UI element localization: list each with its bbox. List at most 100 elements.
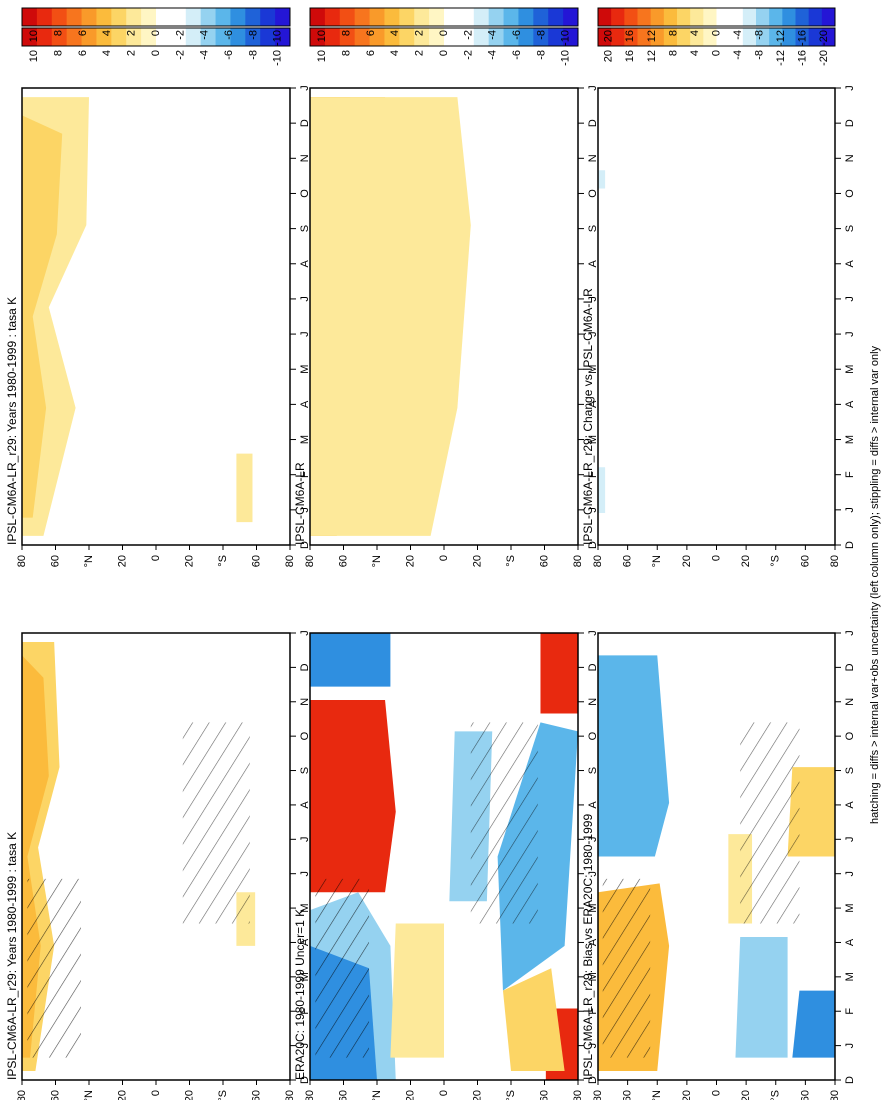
x-tick-label: M: [587, 903, 599, 912]
colorbar-swatch: [22, 8, 38, 26]
colorbar-swatch: [339, 28, 356, 46]
colorbar-swatch: [650, 8, 665, 26]
x-tick-label: M: [299, 972, 311, 981]
y-tick-label: 0: [710, 555, 722, 561]
colorbar-swatch: [170, 28, 187, 46]
x-tick-label: M: [587, 365, 599, 374]
colorbar-swatch: [756, 28, 770, 46]
colorbar-swatch: [716, 8, 731, 26]
y-tick-label: 20: [404, 1090, 416, 1100]
colorbar-tick-label: 10: [316, 50, 328, 62]
x-tick-label: J: [587, 871, 599, 877]
colorbar-tick-label: -4: [199, 30, 211, 40]
colorbar-tick-label: -2: [462, 50, 474, 60]
colorbar-swatch: [716, 28, 731, 46]
x-tick-label: J: [299, 837, 311, 843]
colorbar-swatch: [663, 28, 678, 46]
x-tick-label: D: [844, 663, 856, 671]
x-tick-label: J: [844, 1043, 856, 1049]
plot-area: [598, 88, 835, 545]
colorbar-swatch: [729, 28, 744, 46]
x-tick-label: D: [587, 1076, 599, 1084]
colorbar-swatch: [458, 8, 475, 26]
colorbar-swatch: [444, 8, 460, 26]
colorbar-swatch: [742, 8, 757, 26]
colorbar-swatch: [354, 8, 371, 26]
colorbar-swatch: [66, 8, 83, 26]
colorbar-swatch: [66, 28, 83, 46]
y-tick-label: 20: [681, 555, 693, 567]
colorbar-swatch: [275, 8, 291, 26]
hatching: [182, 722, 250, 924]
x-tick-label: S: [299, 225, 311, 232]
x-tick-label: J: [299, 85, 311, 91]
colorbar-tick-label: 6: [365, 50, 377, 56]
colorbar-tick-label: -10: [272, 50, 284, 66]
colorbar-tick-label: 0: [150, 30, 162, 36]
x-tick-label: D: [844, 541, 856, 549]
colorbar-swatch: [503, 28, 519, 46]
y-tick-label: 80: [284, 1090, 296, 1100]
x-tick-label: D: [299, 541, 311, 549]
x-tick-label: S: [587, 225, 599, 232]
y-tick-label: 20: [183, 1090, 195, 1100]
colorbar-swatch: [808, 8, 823, 26]
x-tick-label: D: [587, 541, 599, 549]
panel-title: ERA20C: 1980-1999 Uncer=1 K: [293, 909, 307, 1080]
colorbar-tick-label: -20: [818, 50, 830, 66]
colorbar-swatch: [548, 28, 564, 46]
colorbar-tick-label: -20: [818, 30, 830, 46]
colorbar-tick-label: -6: [511, 30, 523, 40]
colorbar-frame: [597, 7, 836, 27]
colorbar-frame: [21, 7, 291, 27]
colorbar-tick-label: -8: [247, 30, 259, 40]
colorbar-swatch: [399, 8, 415, 26]
colorbar-tick-label: -2: [174, 30, 186, 40]
colorbar-tick-label: -4: [487, 50, 499, 60]
x-tick-label: J: [587, 507, 599, 513]
y-tick-label: 60: [538, 555, 550, 567]
colorbar-swatch: [563, 8, 579, 26]
y-tick-label: °S: [770, 555, 782, 567]
x-tick-label: S: [299, 767, 311, 774]
colorbar-tick-label: 6: [77, 50, 89, 56]
x-tick-label: N: [844, 698, 856, 706]
colorbar-swatch: [81, 28, 97, 46]
y-tick-label: 60: [799, 1090, 811, 1100]
colorbar: 20 16 12 8 4 0 -4 -8 -12 -16 -20: [597, 27, 836, 66]
colorbar-tick-label: 16: [624, 30, 636, 42]
x-tick-label: J: [844, 630, 856, 636]
contour-region: [598, 467, 606, 514]
y-tick-label: 0: [710, 1090, 722, 1096]
colorbar-tick-label: -16: [797, 30, 809, 46]
y-tick-label: 60: [250, 555, 262, 567]
x-tick-label: F: [844, 1008, 856, 1015]
colorbar-swatch: [215, 28, 231, 46]
colorbar-tick-label: -16: [797, 50, 809, 66]
contour-region: [735, 936, 788, 1058]
colorbar-swatch: [677, 28, 691, 46]
colorbar-swatch: [742, 28, 757, 46]
x-tick-label: F: [587, 1008, 599, 1015]
x-tick-label: M: [299, 903, 311, 912]
x-tick-label: O: [299, 731, 311, 740]
colorbar-swatch: [230, 28, 246, 46]
y-tick-label: 80: [304, 555, 316, 567]
colorbar-swatch: [444, 28, 460, 46]
x-tick-label: J: [587, 85, 599, 91]
colorbar-swatch: [96, 8, 112, 26]
colorbar-swatch: [458, 28, 475, 46]
x-tick-label: A: [587, 259, 599, 267]
panel-title: IPSL-CM6A-LR_r29: Change vs IPSL-CM6A-LR: [581, 288, 595, 545]
colorbar-swatch: [473, 8, 490, 26]
x-tick-label: O: [844, 189, 856, 198]
contour-region: [598, 170, 606, 189]
colorbar-tick-label: -2: [174, 50, 186, 60]
y-tick-label: 80: [592, 555, 604, 567]
colorbar-tick-label: 16: [624, 50, 636, 62]
colorbar-swatch: [637, 8, 652, 26]
colorbar-swatch: [369, 8, 385, 26]
colorbar: 20 16 12 8 4 0 -4 -8 -12 -16 -20: [597, 7, 836, 46]
colorbar-swatch: [677, 8, 691, 26]
